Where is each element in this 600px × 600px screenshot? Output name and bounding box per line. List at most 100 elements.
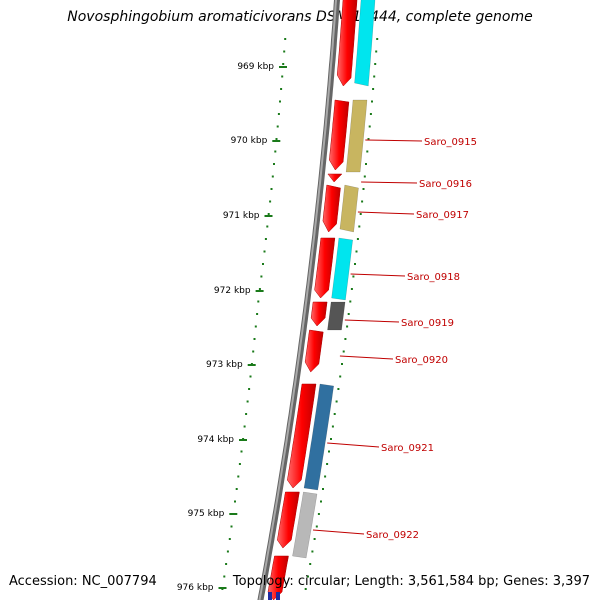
gene-label: Saro_0919 — [401, 318, 454, 329]
gc-dot — [234, 500, 236, 503]
map-title: Novosphingobium aromaticivorans DSM 1244… — [67, 9, 533, 25]
skew-dot — [331, 425, 334, 428]
gc-dot — [238, 463, 241, 465]
gene-label: Saro_0915 — [424, 137, 477, 148]
gc-dot — [276, 125, 279, 128]
skew-dot — [311, 550, 314, 553]
backbone-arc — [257, 0, 341, 600]
gc-dot — [257, 300, 260, 303]
skew-dot — [317, 513, 320, 515]
skew-dot — [362, 188, 365, 190]
cog-band — [268, 592, 272, 600]
gc-dot — [235, 488, 238, 490]
skew-dot — [341, 363, 343, 365]
gc-dot — [245, 413, 248, 415]
skew-dot — [359, 213, 362, 215]
skew-dot — [363, 175, 366, 178]
accession-label: Accession: NC_007794 — [9, 574, 157, 589]
skew-dot — [374, 63, 377, 65]
cog-band — [339, 184, 359, 233]
gc-dot — [254, 325, 257, 328]
skew-dot — [344, 338, 347, 340]
kbp-tick — [279, 66, 287, 68]
kbp-tick — [229, 513, 238, 515]
skew-dot — [358, 225, 361, 228]
cog-band — [345, 99, 368, 173]
gc-dot — [269, 200, 272, 203]
cog-color-track — [268, 0, 376, 600]
kbp-tick-label: 972 kbp — [214, 286, 251, 296]
skew-dot — [376, 38, 379, 40]
gene-leader-line — [357, 211, 415, 215]
gc-dot — [283, 50, 286, 53]
gc-dot — [280, 88, 283, 90]
genome-backbone — [257, 0, 341, 600]
gc-dot — [275, 138, 278, 140]
kbp-tick-label: 969 kbp — [237, 62, 274, 72]
cds-arrow — [327, 173, 343, 183]
skew-dot — [342, 350, 345, 353]
gc-dot — [237, 475, 240, 478]
gc-dot — [260, 275, 263, 278]
cds-arrow — [336, 0, 358, 87]
gene-labels: Saro_0915 Saro_0916 Saro_0917 Saro_0918 Saro… — [312, 137, 477, 541]
gene-leader-line — [350, 273, 406, 277]
gc-dot — [228, 538, 231, 540]
skew-dot — [315, 525, 318, 528]
gc-dot — [230, 525, 233, 528]
gc-dot — [240, 450, 243, 453]
skew-dot — [333, 413, 336, 415]
skew-dot — [313, 538, 316, 540]
skew-dot — [369, 113, 372, 115]
skew-dot — [349, 300, 352, 303]
gene-leader-line — [344, 319, 400, 323]
skew-dot — [328, 450, 330, 453]
cog-band — [276, 592, 280, 600]
kbp-tick-label: 974 kbp — [197, 435, 234, 445]
cog-band — [354, 0, 376, 87]
gc-dot — [249, 375, 252, 378]
kbp-tick-label: 971 kbp — [223, 211, 260, 221]
skew-dot — [375, 50, 378, 53]
gene-label: Saro_0918 — [407, 272, 460, 283]
skew-dot — [346, 325, 349, 328]
cds-arrow — [322, 184, 341, 233]
gene-leader-line — [339, 355, 394, 360]
cds-arrow — [304, 329, 324, 373]
skew-dot — [373, 75, 376, 78]
gc-dot — [252, 350, 255, 353]
gene-label: Saro_0916 — [419, 179, 472, 190]
skew-dot — [307, 575, 309, 578]
skew-dot — [356, 238, 359, 240]
gene-leader-line — [365, 139, 423, 142]
skew-dot — [368, 125, 371, 128]
gc-dot — [262, 263, 264, 265]
skew-dot — [352, 275, 355, 278]
kbp-tick-label: 975 kbp — [188, 509, 225, 519]
skew-dot — [372, 88, 375, 90]
gc-dot — [263, 250, 266, 253]
gc-dot — [273, 163, 275, 165]
skew-dot — [309, 563, 312, 565]
skew-dot — [355, 250, 358, 253]
gc-dot — [274, 150, 277, 153]
gc-dot — [248, 388, 251, 390]
skew-dot — [365, 163, 367, 165]
gc-dot — [271, 175, 274, 178]
skew-dot — [324, 475, 327, 478]
cds-arrow — [329, 99, 350, 171]
kbp-tick-label: 973 kbp — [206, 360, 243, 370]
skew-dot — [367, 138, 370, 140]
gc-dot — [267, 213, 270, 215]
gc-dot — [282, 63, 285, 65]
cds-arrow — [277, 491, 300, 549]
gc-dot — [225, 563, 228, 565]
gc-dot — [270, 188, 273, 190]
gene-label: Saro_0917 — [416, 210, 469, 221]
cog-band — [292, 491, 318, 559]
kbp-scale: 969 kbp 970 kbp 971 kbp 972 kbp 973 kbp 974 k… — [177, 62, 287, 593]
gene-leader-line — [327, 442, 380, 448]
kbp-tick-label: 976 kbp — [177, 583, 214, 593]
